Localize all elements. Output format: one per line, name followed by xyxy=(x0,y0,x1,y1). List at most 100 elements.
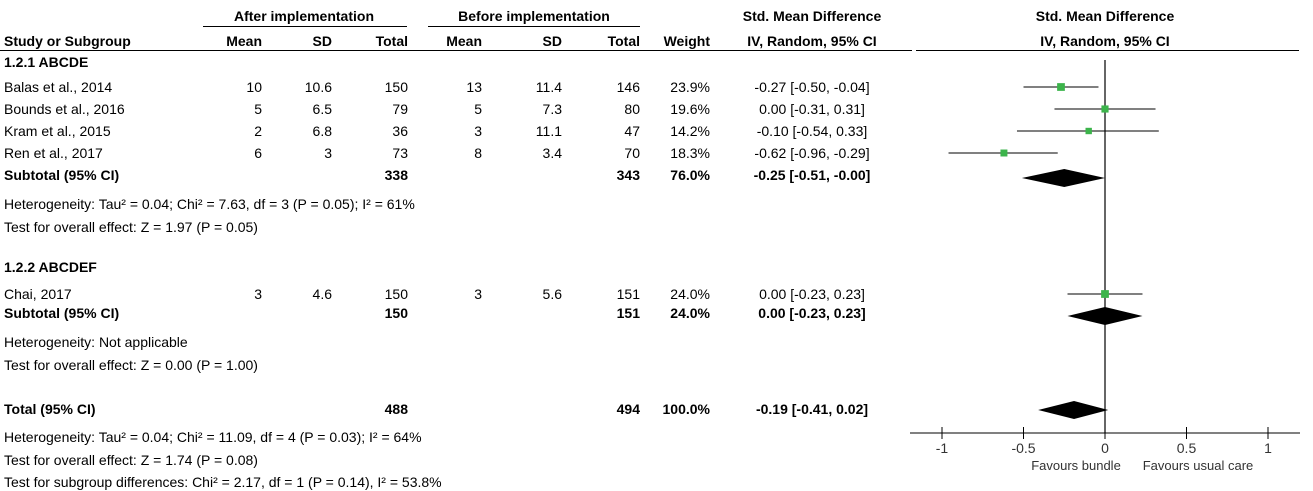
total-heterogeneity-text: Heterogeneity: Tau² = 0.04; Chi² = 11.09… xyxy=(4,429,422,445)
heterogeneity-text: Heterogeneity: Not applicable xyxy=(4,334,188,350)
col-header-before-mean: Mean xyxy=(446,33,482,49)
after-sd: 6.8 xyxy=(312,123,332,139)
col-header-after-total: Total xyxy=(375,33,408,49)
before-total: 146 xyxy=(616,79,640,95)
weight: 24.0% xyxy=(670,286,710,302)
study-effect-marker xyxy=(1085,127,1092,135)
before-mean: 3 xyxy=(474,286,482,302)
before-sd: 11.4 xyxy=(535,79,562,95)
x-tick-label: -1 xyxy=(936,440,949,456)
subgroup-title: 1.2.1 ABCDE xyxy=(4,54,89,70)
subtotal-ci: -0.25 [-0.51, -0.00] xyxy=(753,167,871,183)
x-tick-label: 1 xyxy=(1264,440,1272,456)
col-header-smd-method: IV, Random, 95% CI xyxy=(747,33,877,49)
subtotal-after-total: 150 xyxy=(384,305,408,321)
study-name: Kram et al., 2015 xyxy=(4,123,111,139)
summary-diamond xyxy=(1021,169,1105,187)
header-plot-title: Std. Mean Difference xyxy=(1035,8,1175,24)
subtotal-after-total: 338 xyxy=(384,167,408,183)
before-mean: 8 xyxy=(474,145,482,161)
study-effect-marker xyxy=(1000,149,1008,157)
total-after-total: 488 xyxy=(384,401,408,417)
study-effect-marker xyxy=(1057,83,1065,91)
col-header-after-mean: Mean xyxy=(226,33,262,49)
subgroup-title: 1.2.2 ABCDEF xyxy=(4,259,97,275)
total-overall-effect-text: Test for overall effect: Z = 1.74 (P = 0… xyxy=(4,452,258,468)
before-mean: 13 xyxy=(466,79,482,95)
before-sd: 7.3 xyxy=(542,101,562,117)
after-mean: 3 xyxy=(254,286,262,302)
weight: 19.6% xyxy=(670,101,710,117)
header-after-underline xyxy=(203,26,407,27)
study-effect-marker xyxy=(1101,290,1109,298)
favours-left-label: Favours bundle xyxy=(1031,458,1121,473)
subgroup-differences-text: Test for subgroup differences: Chi² = 2.… xyxy=(4,474,442,490)
after-total: 150 xyxy=(384,79,408,95)
smd-ci: -0.62 [-0.96, -0.29] xyxy=(754,145,870,161)
subtotal-before-total: 151 xyxy=(616,305,640,321)
header-before-group: Before implementation xyxy=(458,8,610,24)
study-name: Ren et al., 2017 xyxy=(4,145,103,161)
col-header-before-sd: SD xyxy=(542,33,562,49)
header-smd-title: Std. Mean Difference xyxy=(742,8,882,24)
before-total: 47 xyxy=(624,123,640,139)
header-divider-plot xyxy=(916,50,1299,51)
weight: 14.2% xyxy=(670,123,710,139)
subtotal-label: Subtotal (95% CI) xyxy=(4,167,120,183)
after-sd: 4.6 xyxy=(312,286,332,302)
after-sd: 6.5 xyxy=(312,101,332,117)
col-header-plot-method: IV, Random, 95% CI xyxy=(1040,33,1170,49)
study-name: Bounds et al., 2016 xyxy=(4,101,125,117)
subtotal-label: Subtotal (95% CI) xyxy=(4,305,120,321)
smd-ci: -0.10 [-0.54, 0.33] xyxy=(756,123,868,139)
col-header-weight: Weight xyxy=(663,33,710,49)
subtotal-before-total: 343 xyxy=(616,167,640,183)
total-weight: 100.0% xyxy=(662,401,710,417)
total-before-total: 494 xyxy=(616,401,640,417)
overall-effect-text: Test for overall effect: Z = 0.00 (P = 1… xyxy=(4,357,258,373)
after-mean: 5 xyxy=(254,101,262,117)
study-effect-marker xyxy=(1101,105,1109,113)
subtotal-ci: 0.00 [-0.23, 0.23] xyxy=(758,305,866,321)
before-total: 70 xyxy=(624,145,640,161)
before-sd: 5.6 xyxy=(542,286,562,302)
before-sd: 11.1 xyxy=(535,123,562,139)
before-mean: 5 xyxy=(474,101,482,117)
total-ci: -0.19 [-0.41, 0.02] xyxy=(755,401,869,417)
smd-ci: 0.00 [-0.23, 0.23] xyxy=(759,286,865,302)
after-total: 36 xyxy=(392,123,408,139)
smd-ci: -0.27 [-0.50, -0.04] xyxy=(754,79,870,95)
smd-ci: 0.00 [-0.31, 0.31] xyxy=(759,101,865,117)
after-mean: 10 xyxy=(246,79,262,95)
col-header-after-sd: SD xyxy=(312,33,332,49)
weight: 18.3% xyxy=(670,145,710,161)
header-divider-table xyxy=(0,50,912,51)
after-mean: 2 xyxy=(254,123,262,139)
before-sd: 3.4 xyxy=(542,145,562,161)
summary-diamond xyxy=(1038,401,1109,419)
after-sd: 10.6 xyxy=(304,79,332,95)
after-sd: 3 xyxy=(324,145,332,161)
x-tick-label: 0 xyxy=(1101,440,1109,456)
x-tick-label: -0.5 xyxy=(1011,440,1035,456)
after-total: 73 xyxy=(392,145,408,161)
favours-right-label: Favours usual care xyxy=(1142,458,1254,473)
study-name: Balas et al., 2014 xyxy=(4,79,113,95)
after-mean: 6 xyxy=(254,145,262,161)
header-after-group: After implementation xyxy=(233,8,374,24)
overall-effect-text: Test for overall effect: Z = 1.97 (P = 0… xyxy=(4,219,258,235)
summary-diamond xyxy=(1067,307,1143,325)
col-header-before-total: Total xyxy=(607,33,640,49)
after-total: 150 xyxy=(384,286,408,302)
before-total: 151 xyxy=(616,286,640,302)
before-mean: 3 xyxy=(474,123,482,139)
heterogeneity-text: Heterogeneity: Tau² = 0.04; Chi² = 7.63,… xyxy=(4,196,415,212)
total-label: Total (95% CI) xyxy=(4,401,96,417)
col-header-study: Study or Subgroup xyxy=(4,33,131,49)
x-tick-label: 0.5 xyxy=(1177,440,1197,456)
subtotal-weight: 24.0% xyxy=(670,305,710,321)
after-total: 79 xyxy=(392,101,408,117)
before-total: 80 xyxy=(624,101,640,117)
